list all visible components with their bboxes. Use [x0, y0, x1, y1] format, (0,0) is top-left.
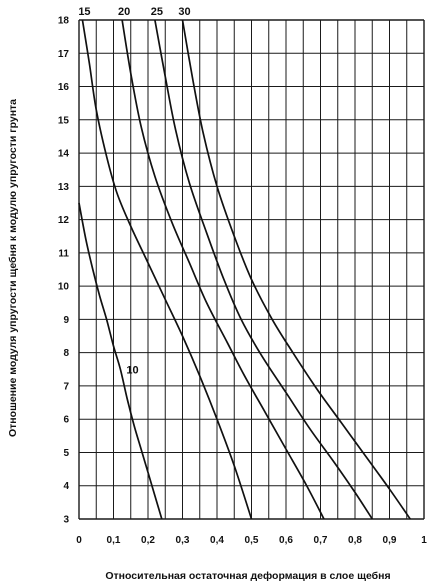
x-tick-label: 0,5	[245, 535, 259, 546]
y-tick-label: 18	[58, 16, 70, 27]
x-tick-label: 0,9	[383, 535, 397, 546]
y-tick-label: 5	[63, 448, 69, 459]
x-tick-label: 0,3	[176, 535, 190, 546]
y-tick-label: 10	[58, 282, 70, 293]
x-tick-label: 0,2	[141, 535, 155, 546]
y-tick-label: 14	[58, 149, 70, 160]
x-tick-label: 0,4	[210, 535, 224, 546]
x-tick-label: 1	[421, 535, 427, 546]
chart-ticks: 0 0,1 0,2 0,3 0,4 0,5 0,6 0,7 0,8 0,9 134567891011…	[58, 16, 427, 547]
y-axis-title: Отношение модуля упругости щебня к модул…	[7, 99, 19, 437]
x-tick-label: 0,7	[314, 535, 328, 546]
y-tick-label: 3	[63, 515, 69, 526]
y-tick-label: 12	[58, 215, 70, 226]
y-tick-label: 11	[58, 248, 69, 259]
curve-15	[81, 19, 253, 520]
curve-label-30: 30	[178, 6, 190, 18]
curve-10	[78, 202, 163, 520]
x-tick-label: 0	[76, 535, 82, 546]
chart-curve-labels: 10 15 20 25 30	[78, 6, 190, 376]
x-tick-label: 0,6	[279, 535, 293, 546]
x-tick-label: 0,8	[348, 535, 362, 546]
curve-20	[121, 19, 325, 520]
curve-30	[181, 19, 411, 520]
x-tick-label: 0,1	[107, 535, 121, 546]
y-tick-label: 17	[58, 49, 70, 60]
y-tick-label: 16	[58, 82, 70, 93]
chart-grid	[78, 19, 425, 520]
chart-curves	[78, 19, 411, 520]
curve-25	[154, 19, 373, 520]
y-tick-label: 9	[63, 315, 69, 326]
y-tick-label: 8	[63, 348, 69, 359]
x-axis-title: Относительная остаточная деформация в сл…	[105, 570, 390, 582]
y-tick-label: 7	[63, 381, 69, 392]
y-tick-label: 6	[63, 415, 69, 426]
curve-label-25: 25	[151, 6, 163, 18]
y-tick-label: 15	[58, 115, 70, 126]
y-tick-label: 13	[58, 182, 70, 193]
curve-label-10: 10	[126, 364, 138, 376]
y-tick-label: 4	[63, 481, 69, 492]
curve-label-20: 20	[118, 6, 130, 18]
curve-label-15: 15	[78, 6, 90, 18]
